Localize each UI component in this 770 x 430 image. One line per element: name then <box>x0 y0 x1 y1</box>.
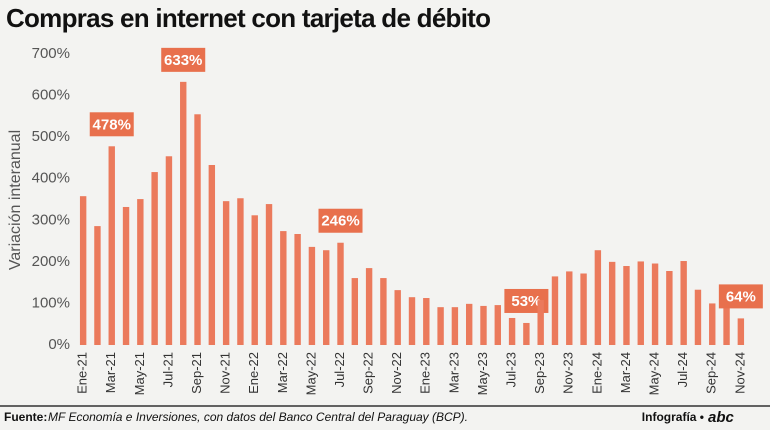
annotation-box <box>318 208 363 233</box>
value-label: 64% <box>726 288 756 305</box>
bar <box>122 206 130 345</box>
annotation-box <box>718 284 763 309</box>
y-tick-label: 100% <box>32 294 70 311</box>
y-tick-label: 400% <box>32 170 70 187</box>
bar <box>623 266 630 345</box>
bar <box>523 322 530 345</box>
x-tick-label: Jul-22 <box>332 352 347 387</box>
bar <box>480 305 487 345</box>
bar <box>594 250 602 345</box>
credit: Infografía • <box>642 410 704 424</box>
x-tick-label: Jul-24 <box>675 352 690 387</box>
bar <box>637 261 644 345</box>
annotation-box <box>161 47 206 72</box>
bar <box>337 242 344 345</box>
value-label: 478% <box>93 116 131 133</box>
y-tick-label: 0% <box>48 336 70 353</box>
bar <box>351 278 359 345</box>
bar <box>79 196 87 345</box>
bar <box>608 261 616 345</box>
x-tick-label: Nov-23 <box>561 352 576 394</box>
value-label: 53% <box>511 293 541 310</box>
source-label: Fuente: <box>4 410 47 424</box>
x-tick-label: May-23 <box>475 352 490 395</box>
bar <box>465 303 473 345</box>
bar <box>294 234 301 345</box>
source: MF Economía e Inversiones, con datos del… <box>48 410 468 424</box>
bar <box>651 263 659 345</box>
bar <box>723 307 730 345</box>
bar <box>537 300 544 345</box>
x-tick-label: Ene-22 <box>246 352 261 394</box>
x-tick-label: Nov-21 <box>218 352 233 394</box>
x-tick-label: Mar-21 <box>103 352 118 393</box>
bar <box>694 289 702 345</box>
bar <box>251 215 258 345</box>
bar <box>566 271 573 345</box>
bar <box>137 199 144 345</box>
bar <box>265 204 273 345</box>
x-tick-label: May-22 <box>303 352 318 395</box>
bar <box>94 226 101 345</box>
bar <box>280 231 287 345</box>
bar <box>165 156 173 345</box>
bar <box>194 114 201 346</box>
bar <box>494 305 501 345</box>
bar <box>222 201 230 345</box>
chart-title: Compras en internet con tarjeta de débit… <box>6 3 491 33</box>
x-tick-label: Mar-22 <box>275 352 290 393</box>
annotation-box <box>89 112 134 137</box>
bar <box>151 172 158 345</box>
bar <box>394 290 401 345</box>
x-tick-label: Mar-23 <box>446 352 461 393</box>
x-tick-label: Nov-22 <box>389 352 404 394</box>
x-tick-label: Sep-24 <box>704 352 719 394</box>
credit-brand: abc <box>708 409 735 426</box>
bar <box>737 318 745 345</box>
x-tick-label: May-21 <box>132 352 147 395</box>
x-tick-label: May-24 <box>647 352 662 395</box>
bar <box>580 273 587 345</box>
x-tick-label: Jul-21 <box>160 352 175 387</box>
y-tick-label: 300% <box>32 211 70 228</box>
y-axis-label: Variación interanual <box>7 130 24 270</box>
bar <box>709 303 716 345</box>
x-tick-label: Nov-24 <box>732 352 747 394</box>
bar <box>451 307 459 345</box>
bar <box>680 261 687 345</box>
bar <box>508 317 516 345</box>
y-tick-label: 200% <box>32 253 70 270</box>
bar <box>237 198 244 345</box>
y-tick-label: 500% <box>32 128 70 145</box>
bar <box>108 146 115 345</box>
bar <box>437 307 444 345</box>
value-label: 246% <box>321 213 359 230</box>
bar <box>666 271 673 345</box>
bar <box>380 278 387 345</box>
bar <box>365 268 373 345</box>
bar <box>551 276 559 345</box>
x-tick-label: Ene-24 <box>589 352 604 394</box>
y-tick-label: 700% <box>32 45 70 62</box>
bar <box>408 297 416 345</box>
bar <box>180 81 187 346</box>
y-tick-label: 600% <box>32 87 70 104</box>
x-tick-label: Sep-23 <box>532 352 547 394</box>
value-label: 633% <box>164 52 202 69</box>
bar <box>308 246 316 345</box>
bar <box>323 250 330 345</box>
bar <box>423 298 430 345</box>
x-tick-label: Ene-23 <box>418 352 433 394</box>
x-tick-label: Jul-23 <box>504 352 519 387</box>
bar <box>208 164 216 345</box>
x-tick-label: Ene-21 <box>75 352 90 394</box>
x-tick-label: Mar-24 <box>618 352 633 393</box>
x-tick-label: Sep-21 <box>189 352 204 394</box>
x-tick-label: Sep-22 <box>361 352 376 394</box>
